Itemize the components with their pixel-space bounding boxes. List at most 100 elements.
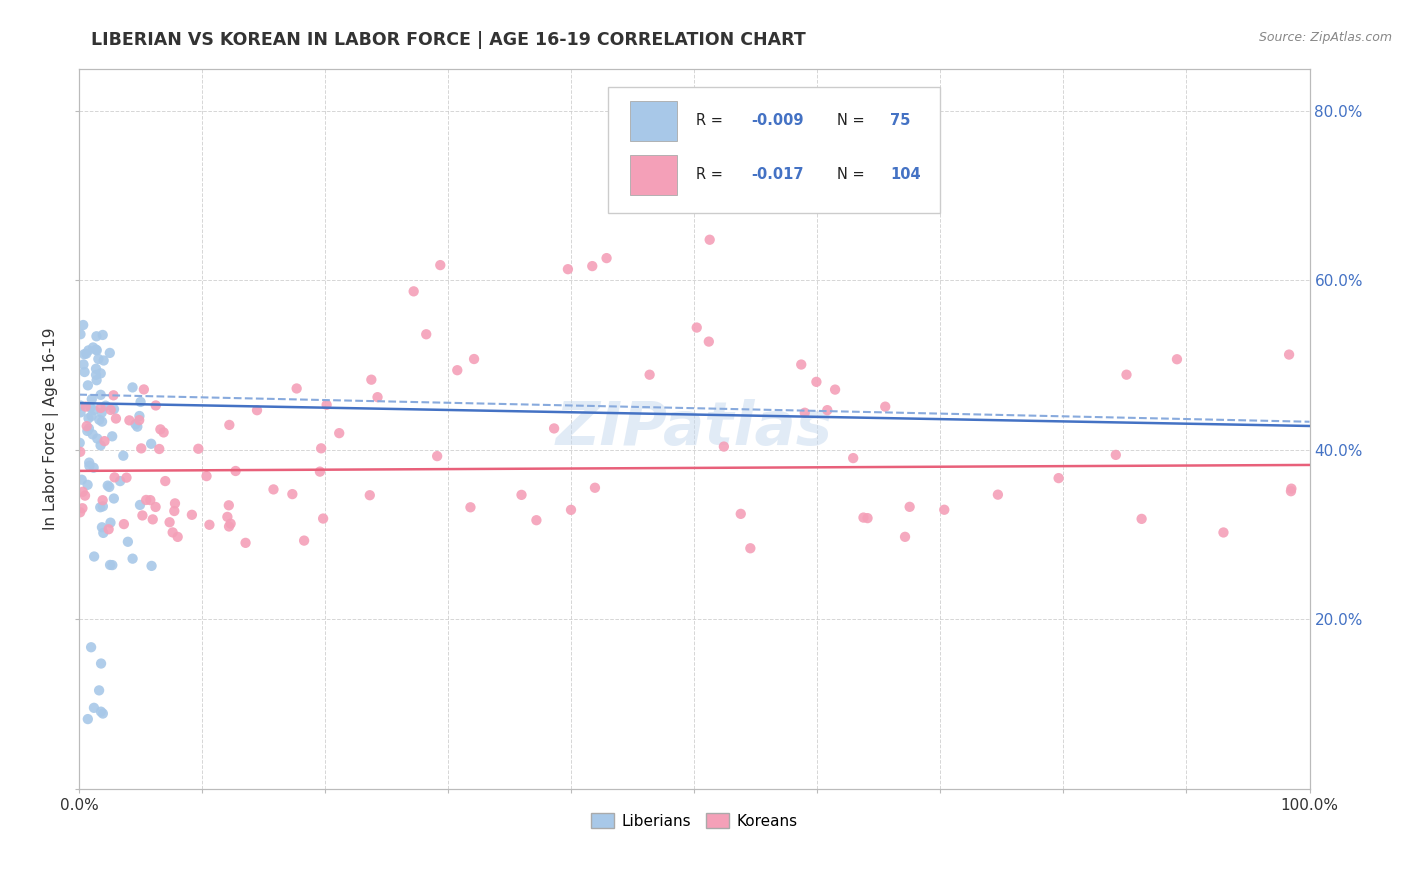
Point	[73, 347, 96, 361]
Point	[218, 498, 240, 512]
Point	[129, 498, 152, 512]
Bar	[630, 155, 678, 194]
Point	[117, 534, 139, 549]
Point	[446, 363, 468, 377]
Text: ZIPatlas: ZIPatlas	[555, 399, 832, 458]
Point	[429, 258, 451, 272]
Point	[76, 419, 98, 434]
Point	[98, 346, 121, 360]
Point	[77, 421, 100, 435]
Point	[82, 341, 104, 355]
Point	[163, 496, 186, 510]
Point	[426, 449, 449, 463]
Point	[155, 474, 177, 488]
Point	[526, 513, 548, 527]
Point	[595, 251, 617, 265]
Point	[132, 383, 155, 397]
Point	[198, 517, 221, 532]
Point	[699, 233, 721, 247]
Point	[581, 259, 603, 273]
Point	[83, 460, 105, 475]
Point	[1047, 471, 1070, 485]
Point	[90, 657, 112, 671]
Point	[1166, 352, 1188, 367]
Point	[77, 411, 100, 425]
Point	[510, 488, 533, 502]
Point	[129, 395, 152, 409]
Point	[82, 427, 104, 442]
Point	[875, 400, 897, 414]
Point	[118, 413, 141, 427]
Point	[806, 375, 828, 389]
Point	[87, 683, 110, 698]
Point	[824, 383, 846, 397]
Point	[94, 399, 117, 413]
Point	[83, 549, 105, 564]
Point	[1115, 368, 1137, 382]
Point	[129, 442, 152, 456]
Point	[101, 558, 124, 573]
Point	[148, 442, 170, 456]
Point	[79, 401, 101, 415]
Point	[76, 478, 98, 492]
Point	[90, 705, 112, 719]
Point	[898, 500, 921, 514]
Text: R =: R =	[696, 113, 727, 128]
Point	[100, 403, 122, 417]
Point	[90, 406, 112, 420]
Point	[69, 399, 91, 413]
Y-axis label: In Labor Force | Age 16-19: In Labor Force | Age 16-19	[44, 327, 59, 530]
Point	[328, 426, 350, 441]
Point	[108, 474, 131, 488]
Point	[80, 392, 103, 406]
Legend: Liberians, Koreans: Liberians, Koreans	[585, 806, 804, 835]
Point	[187, 442, 209, 456]
Point	[86, 432, 108, 446]
Point	[463, 351, 485, 366]
Point	[218, 417, 240, 432]
Point	[815, 403, 838, 417]
Text: N =: N =	[837, 167, 869, 182]
Point	[73, 365, 96, 379]
Point	[103, 388, 125, 402]
Point	[86, 329, 108, 343]
Point	[80, 409, 103, 423]
Point	[121, 551, 143, 566]
Point	[115, 470, 138, 484]
Point	[72, 484, 94, 499]
Point	[127, 419, 149, 434]
Point	[713, 440, 735, 454]
Point	[359, 488, 381, 502]
Point	[98, 480, 121, 494]
Point	[79, 458, 101, 473]
Point	[852, 510, 875, 524]
Point	[315, 398, 337, 412]
Point	[90, 367, 112, 381]
Point	[87, 351, 110, 366]
Point	[91, 706, 114, 721]
Point	[166, 530, 188, 544]
Point	[90, 438, 112, 452]
Point	[69, 445, 91, 459]
Point	[141, 436, 163, 450]
Point	[219, 516, 242, 531]
Point	[1279, 482, 1302, 496]
Point	[128, 409, 150, 423]
Point	[84, 368, 107, 382]
Point	[75, 346, 97, 360]
Point	[93, 434, 115, 449]
Point	[128, 413, 150, 427]
Point	[100, 516, 122, 530]
Bar	[630, 101, 678, 141]
Text: 104: 104	[890, 167, 921, 182]
Point	[149, 422, 172, 436]
Text: LIBERIAN VS KOREAN IN LABOR FORCE | AGE 16-19 CORRELATION CHART: LIBERIAN VS KOREAN IN LABOR FORCE | AGE …	[91, 31, 806, 49]
Point	[76, 712, 98, 726]
Point	[73, 489, 96, 503]
Point	[69, 505, 91, 519]
Point	[180, 508, 202, 522]
Text: 75: 75	[890, 113, 910, 128]
Point	[1278, 348, 1301, 362]
Point	[77, 343, 100, 358]
Point	[93, 353, 115, 368]
